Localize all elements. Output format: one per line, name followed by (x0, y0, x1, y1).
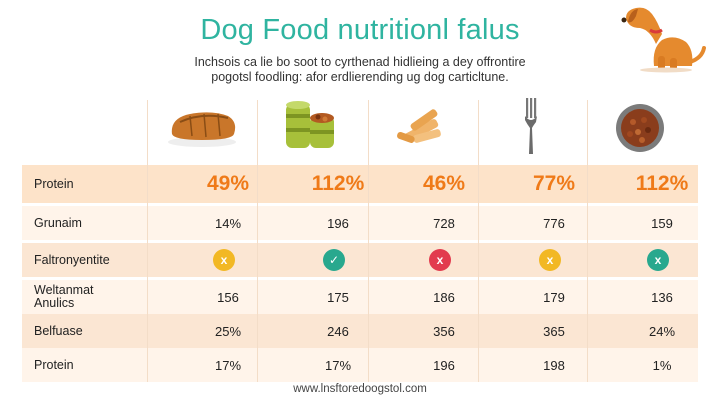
table-cell: 136 (651, 289, 673, 305)
table-cell: 179 (543, 289, 565, 305)
check-mark-icon: ✓ (323, 249, 345, 271)
table-cell: 17% (324, 357, 352, 373)
row-label: Belfuase (34, 323, 83, 338)
table-cell: 159 (651, 215, 673, 231)
table-cell: 1% (652, 357, 672, 373)
table-cell: 49% (206, 172, 250, 195)
table-cell: 196 (433, 357, 455, 373)
column-divider (587, 100, 588, 382)
table-cell: 365 (543, 323, 565, 339)
table-cell: 112% (311, 172, 365, 195)
table-cell: 25% (214, 323, 242, 339)
table-cell: 46% (422, 172, 466, 195)
food-bowl-icon (616, 104, 664, 152)
column-divider (147, 100, 148, 382)
table-cell: 156 (217, 289, 239, 305)
column-divider (368, 100, 369, 382)
table-cell: 24% (648, 323, 676, 339)
table-cell: 776 (543, 215, 565, 231)
table-cell: 17% (214, 357, 242, 373)
table-cell: 356 (433, 323, 455, 339)
dog-illustration (621, 7, 706, 73)
table-row: Grunaim 14% 196 728 776 159 (22, 206, 698, 240)
table-row: Protein 17% 17% 196 198 1% (22, 348, 698, 382)
page-title: Dog Food nutritionl falus (200, 14, 520, 46)
row-label: Faltronyentite (34, 252, 110, 267)
table-cell: 77% (532, 172, 576, 195)
x-mark-icon: x (429, 249, 451, 271)
table-row: Protein 49% 112% 46% 77% 112% (22, 165, 698, 203)
row-label: Protein (34, 357, 74, 372)
x-mark-icon: x (647, 249, 669, 271)
table-cell: 728 (433, 215, 455, 231)
table-cell: 186 (433, 289, 455, 305)
table-cell: 198 (543, 357, 565, 373)
subtitle-line-1: Inchsois ca lie bo soot to cyrthenad hid… (194, 55, 526, 69)
table-cell: 175 (327, 289, 349, 305)
table-row: Weltanmat Anulics 156 175 186 179 136 (22, 280, 698, 314)
table-cell: 196 (327, 215, 349, 231)
subtitle-line-2: pogotsl foodling: afor erdlierending ug … (211, 70, 509, 84)
column-divider (257, 100, 258, 382)
kibble-pieces-icon (397, 109, 441, 143)
row-label: Grunaim (34, 215, 82, 230)
table-cell: 14% (214, 215, 242, 231)
table-row: Belfuase 25% 246 356 365 24% (22, 314, 698, 348)
bread-loaf-icon (168, 112, 236, 147)
table-cell: 246 (327, 323, 349, 339)
column-divider (478, 100, 479, 382)
x-mark-icon: x (213, 249, 235, 271)
fork-icon (525, 98, 537, 154)
stacked-cans-icon (286, 101, 334, 148)
row-label: Weltanmat Anulics (34, 283, 94, 310)
row-label: Protein (34, 176, 74, 191)
table-cell: 112% (635, 172, 689, 195)
x-mark-icon: x (539, 249, 561, 271)
footer-url[interactable]: www.lnsftoredoogstol.com (293, 383, 427, 395)
page-subtitle: Inchsois ca lie bo soot to cyrthenad hid… (150, 55, 570, 85)
table-row: Faltronyentite x ✓ x x x (22, 243, 698, 277)
